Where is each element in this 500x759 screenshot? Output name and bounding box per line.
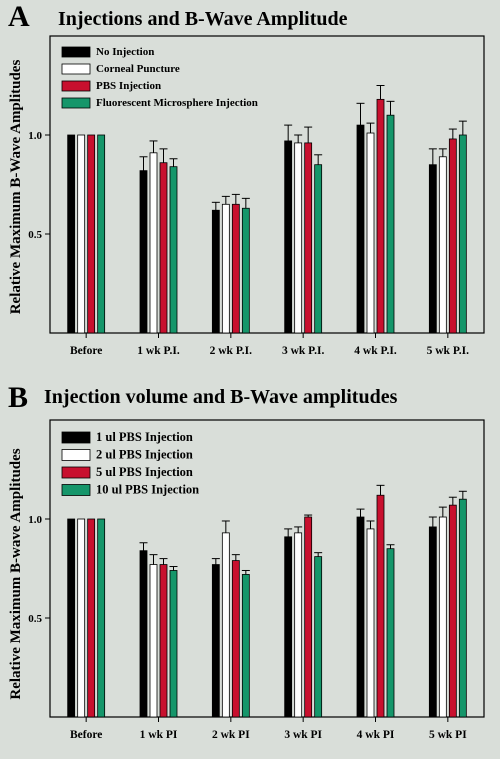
panel-a-legend-label: PBS Injection — [96, 80, 161, 92]
panel-b-y-tick-label: 1.0 — [28, 514, 42, 526]
panel-b-bar — [376, 494, 385, 718]
panel-a-bar — [304, 142, 313, 334]
panel-b-bar — [231, 560, 240, 718]
panel-b-y-tick-label: 0.5 — [28, 613, 42, 625]
panel-b-bar — [77, 518, 86, 718]
panel-a-bar — [67, 134, 76, 334]
panel-a-bar — [294, 142, 303, 334]
panel-a-bar — [77, 134, 86, 334]
panel-b-legend-label: 1 ul PBS Injection — [96, 430, 193, 444]
panel-a-legend-swatch — [61, 80, 91, 92]
panel-b-category-label: Before — [70, 729, 102, 741]
panel-a: A Injections and B-Wave Amplitude Relati… — [8, 0, 485, 357]
panel-a-category-label: 4 wk P.I. — [354, 345, 397, 357]
panel-a-legend-label: Corneal Puncture — [96, 63, 180, 75]
panel-b-legend-swatch — [61, 449, 91, 461]
panel-a-plot: 0.5 1.0 Before 1 wk P.I. 2 wk P.I. 3 wk P.I. 4… — [28, 35, 485, 357]
panel-a-legend-swatch — [61, 46, 91, 58]
panel-a-letter: A — [8, 0, 30, 33]
panel-b-plot-frame — [49, 419, 485, 718]
panel-b-bar — [67, 518, 76, 718]
panel-a-legend-swatch — [61, 97, 91, 109]
panel-a-legend-swatch — [61, 63, 91, 75]
panel-b-legend: 1 ul PBS Injection 2 ul PBS Injection 5 ul… — [61, 430, 199, 497]
panel-a-bar — [139, 170, 148, 334]
panel-b-bar — [284, 536, 293, 718]
panel-a-bar — [376, 98, 385, 334]
panel-a-bar — [366, 132, 375, 334]
panel-a-category-label: 1 wk P.I. — [137, 345, 180, 357]
panel-b-bar — [139, 550, 148, 718]
panel-b-bar — [294, 532, 303, 718]
panel-b-bar — [428, 526, 437, 718]
panel-b-bar — [159, 564, 168, 718]
panel-a-bar — [428, 164, 437, 334]
panel-a-bar — [284, 140, 293, 334]
panel-a-bar — [169, 166, 178, 334]
panel-a-category-label: 3 wk P.I. — [282, 345, 325, 357]
panel-b-bar — [386, 548, 395, 718]
panel-b-category-label: 4 wk PI — [357, 729, 395, 741]
panel-b: B Injection volume and B-Wave amplitudes… — [8, 381, 485, 741]
panel-b-legend-swatch — [61, 484, 91, 496]
panel-a-bar — [386, 114, 395, 334]
panel-b-bar — [314, 556, 323, 718]
panel-a-title: Injections and B-Wave Amplitude — [58, 8, 348, 30]
panel-b-bar — [221, 532, 230, 718]
panel-b-category-label: 1 wk PI — [140, 729, 178, 741]
panel-b-bar — [438, 516, 447, 718]
panel-a-bar — [438, 156, 447, 334]
panel-a-legend-label: Fluorescent Microsphere Injection — [96, 97, 258, 109]
panel-a-bar — [159, 162, 168, 334]
panel-b-plot: 0.5 1.0 Before 1 wk PI 2 wk PI 3 wk PI 4 wk PI… — [28, 419, 485, 741]
panel-b-category-label: 3 wk PI — [284, 729, 322, 741]
panel-b-legend-swatch — [61, 431, 91, 444]
panel-a-bar — [458, 134, 467, 334]
panel-a-y-tick-label: 0.5 — [28, 229, 42, 241]
panel-b-title: Injection volume and B-Wave amplitudes — [44, 386, 398, 408]
panel-b-bar — [366, 528, 375, 718]
panel-a-y-tick-label: 1.0 — [28, 130, 42, 142]
panel-b-bar — [169, 570, 178, 718]
panel-a-bar — [211, 209, 220, 334]
panel-a-category-label: 2 wk P.I. — [210, 345, 253, 357]
panel-b-bar — [458, 498, 467, 718]
panel-a-y-axis-label: Relative Maximum B-Wave Amplitudes — [8, 60, 24, 315]
panel-b-bar — [97, 518, 106, 718]
panel-a-plot-frame — [49, 35, 485, 334]
panel-a-bar — [97, 134, 106, 334]
panel-b-legend-label: 10 ul PBS Injection — [96, 483, 199, 497]
panel-b-bar — [241, 574, 250, 718]
panel-b-bar — [211, 564, 220, 718]
panel-a-category-label: 5 wk P.I. — [427, 345, 470, 357]
panel-b-bar — [304, 516, 313, 718]
panel-a-bar — [448, 138, 457, 334]
panel-a-legend-label: No Injection — [96, 46, 154, 58]
panel-a-bar — [149, 152, 158, 334]
panel-a-bar — [231, 203, 240, 334]
panel-a-bar — [87, 134, 96, 334]
panel-b-legend-label: 2 ul PBS Injection — [96, 448, 193, 462]
panel-a-legend: No Injection Corneal Puncture PBS Injectio… — [61, 46, 258, 109]
panel-a-bar — [221, 203, 230, 334]
panel-b-letter: B — [8, 381, 28, 414]
panel-b-bar — [87, 518, 96, 718]
panel-b-category-label: 5 wk PI — [429, 729, 467, 741]
panel-a-bar — [356, 124, 365, 334]
panel-b-category-label: 2 wk PI — [212, 729, 250, 741]
panel-b-bar — [149, 564, 158, 718]
panel-b-bar — [356, 516, 365, 718]
panel-a-bar — [314, 164, 323, 334]
panel-b-y-axis-label: Relative Maximum B-wave Amplitudes — [8, 448, 24, 699]
panel-b-bar — [448, 504, 457, 718]
panel-b-legend-label: 5 ul PBS Injection — [96, 465, 193, 479]
panel-b-legend-swatch — [61, 466, 91, 479]
panel-a-category-label: Before — [70, 345, 102, 357]
panel-a-bar — [241, 207, 250, 334]
